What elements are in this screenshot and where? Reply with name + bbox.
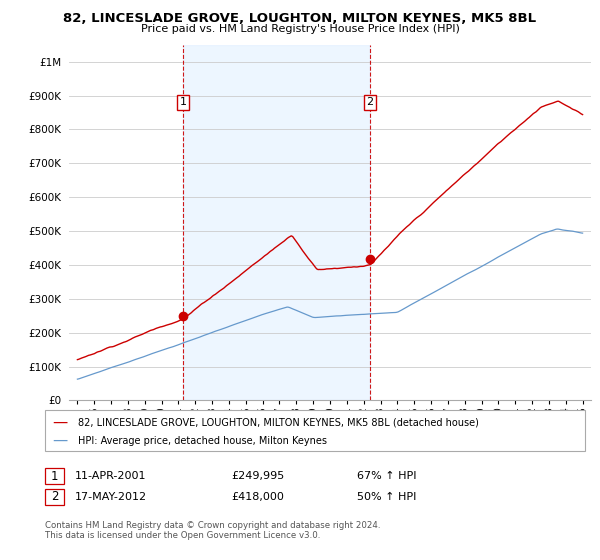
Text: —: —: [52, 415, 67, 430]
Text: 2: 2: [51, 490, 58, 503]
Text: Contains HM Land Registry data © Crown copyright and database right 2024.
This d: Contains HM Land Registry data © Crown c…: [45, 521, 380, 540]
Text: 67% ↑ HPI: 67% ↑ HPI: [357, 471, 416, 481]
Text: £418,000: £418,000: [231, 492, 284, 502]
Text: £249,995: £249,995: [231, 471, 284, 481]
Text: 11-APR-2001: 11-APR-2001: [75, 471, 146, 481]
Text: —: —: [52, 433, 67, 448]
Text: 82, LINCESLADE GROVE, LOUGHTON, MILTON KEYNES, MK5 8BL (detached house): 82, LINCESLADE GROVE, LOUGHTON, MILTON K…: [78, 418, 479, 428]
Text: 1: 1: [51, 469, 58, 483]
Text: 82, LINCESLADE GROVE, LOUGHTON, MILTON KEYNES, MK5 8BL: 82, LINCESLADE GROVE, LOUGHTON, MILTON K…: [64, 12, 536, 25]
Text: Price paid vs. HM Land Registry's House Price Index (HPI): Price paid vs. HM Land Registry's House …: [140, 24, 460, 34]
Text: HPI: Average price, detached house, Milton Keynes: HPI: Average price, detached house, Milt…: [78, 436, 327, 446]
Text: 17-MAY-2012: 17-MAY-2012: [75, 492, 147, 502]
Text: 2: 2: [367, 97, 374, 108]
Bar: [183, 45, 370, 400]
Text: 50% ↑ HPI: 50% ↑ HPI: [357, 492, 416, 502]
Text: 1: 1: [179, 97, 187, 108]
